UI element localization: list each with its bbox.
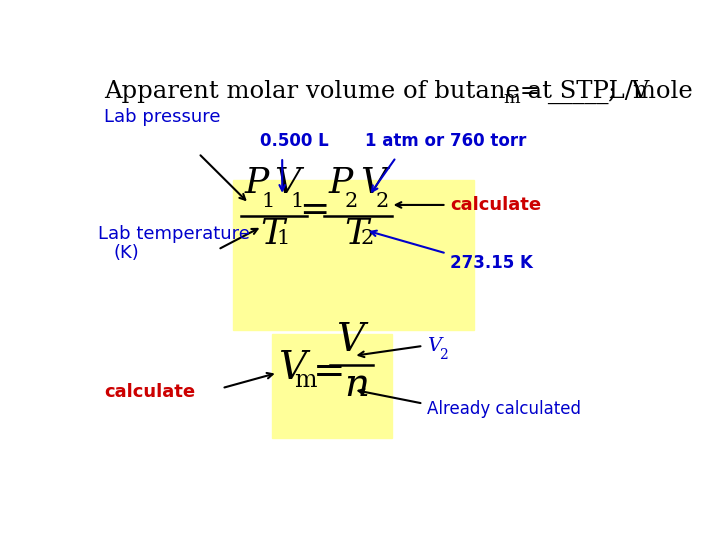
Text: m: m xyxy=(503,90,520,107)
Text: 2: 2 xyxy=(376,192,390,211)
Text: 1 atm or 760 torr: 1 atm or 760 torr xyxy=(365,132,526,150)
Text: calculate: calculate xyxy=(104,383,195,401)
Text: T: T xyxy=(344,217,369,251)
Text: P: P xyxy=(245,166,269,200)
Text: 1: 1 xyxy=(276,229,290,248)
Text: 1: 1 xyxy=(291,192,304,211)
Text: V: V xyxy=(274,166,300,200)
Text: = _____L/mole: = _____L/mole xyxy=(513,80,693,104)
Text: P: P xyxy=(329,166,353,200)
Text: calculate: calculate xyxy=(451,196,541,214)
Text: Lab pressure: Lab pressure xyxy=(104,109,220,126)
Text: (K): (K) xyxy=(113,245,139,262)
Text: 2: 2 xyxy=(438,348,448,362)
Bar xyxy=(233,180,474,330)
Text: V: V xyxy=(336,322,364,359)
Bar xyxy=(272,334,392,438)
Text: V: V xyxy=(360,166,386,200)
Text: 273.15 K: 273.15 K xyxy=(451,254,534,272)
Text: =: = xyxy=(300,193,330,227)
Text: Lab temperature: Lab temperature xyxy=(98,225,250,243)
Text: V: V xyxy=(427,337,441,355)
Text: =: = xyxy=(312,354,345,392)
Text: Already calculated: Already calculated xyxy=(427,400,581,418)
Text: T: T xyxy=(261,217,284,251)
Text: 1: 1 xyxy=(261,192,274,211)
Text: 2: 2 xyxy=(361,229,374,248)
Text: n: n xyxy=(344,367,369,403)
Text: 0.500 L: 0.500 L xyxy=(261,132,329,150)
Text: m: m xyxy=(294,369,316,392)
Text: Apparent molar volume of butane at STP;  V: Apparent molar volume of butane at STP; … xyxy=(104,80,649,103)
Text: 2: 2 xyxy=(345,192,359,211)
Text: V: V xyxy=(277,350,306,388)
